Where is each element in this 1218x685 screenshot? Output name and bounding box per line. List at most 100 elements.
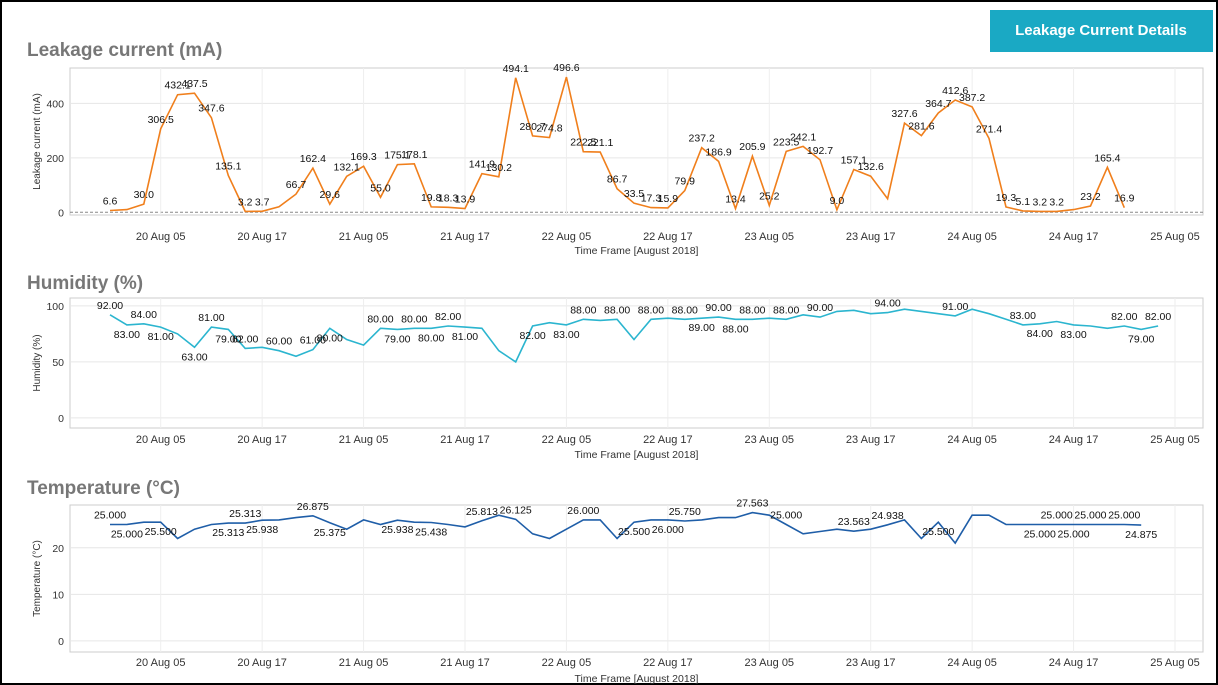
y-tick-label: 200 — [46, 153, 64, 165]
data-label: 135.1 — [215, 161, 241, 173]
data-label: 55.0 — [370, 182, 391, 194]
data-label: 17.3 — [641, 193, 662, 205]
x-tick-label: 20 Aug 17 — [237, 434, 287, 446]
data-label: 19.3 — [996, 192, 1017, 204]
data-label: 281.6 — [908, 121, 934, 133]
x-tick-label: 23 Aug 05 — [745, 657, 795, 669]
data-label: 25.000 — [1024, 529, 1056, 541]
y-axis-title: Leakage current (mA) — [32, 93, 43, 190]
data-label: 3.7 — [255, 196, 270, 208]
data-label: 61.00 — [300, 335, 326, 347]
y-tick-label: 20 — [52, 543, 64, 555]
data-line — [109, 308, 1159, 364]
y-tick-label: 50 — [52, 357, 64, 369]
data-label: 88.00 — [739, 304, 765, 316]
data-label: 178.1 — [401, 149, 427, 161]
data-label: 83.00 — [553, 329, 579, 341]
data-label: 25.000 — [1074, 510, 1106, 522]
data-label: 25.000 — [1108, 510, 1140, 522]
data-label: 81.00 — [452, 331, 478, 343]
button-bg[interactable] — [990, 10, 1213, 52]
data-label: 25.000 — [770, 510, 802, 522]
data-line — [109, 76, 1126, 213]
data-label: 25.500 — [145, 526, 177, 538]
x-tick-label: 20 Aug 17 — [237, 231, 287, 243]
data-label: 25.2 — [759, 190, 780, 202]
data-label: 82.00 — [1145, 311, 1171, 323]
data-label: 327.6 — [891, 108, 917, 120]
x-tick-label: 24 Aug 17 — [1049, 231, 1099, 243]
data-label: 222.5 — [570, 137, 596, 149]
data-label: 130.2 — [486, 162, 512, 174]
x-tick-label: 24 Aug 17 — [1049, 657, 1099, 669]
chart-title: Temperature (°C) — [27, 478, 180, 499]
data-label: 25.438 — [415, 527, 447, 539]
data-label: 79.00 — [1128, 333, 1154, 345]
x-tick-label: 22 Aug 17 — [643, 231, 693, 243]
data-label: 25.938 — [246, 524, 278, 536]
plot-area — [69, 504, 1204, 653]
data-label: 186.9 — [705, 146, 731, 158]
x-tick-label: 21 Aug 05 — [339, 434, 389, 446]
data-label: 81.00 — [148, 331, 174, 343]
data-label: 88.00 — [570, 304, 596, 316]
data-label: 364.7 — [925, 98, 951, 110]
data-label: 412.6 — [942, 85, 968, 97]
data-label: 92.00 — [97, 300, 123, 312]
data-label: 27.563 — [736, 498, 768, 510]
data-label: 83.00 — [1010, 310, 1036, 322]
data-label: 192.7 — [807, 145, 833, 157]
data-label: 25.500 — [618, 526, 650, 538]
data-label: 162.4 — [300, 153, 326, 165]
data-label: 13.4 — [725, 194, 746, 206]
data-label: 274.8 — [536, 122, 562, 134]
y-tick-label: 100 — [46, 301, 64, 313]
data-label: 60.00 — [266, 336, 292, 348]
data-label: 3.2 — [238, 196, 253, 208]
data-label: 3.2 — [1032, 196, 1047, 208]
data-label: 88.00 — [773, 304, 799, 316]
data-label: 91.00 — [942, 301, 968, 313]
data-label: 88.00 — [638, 304, 664, 316]
data-label: 6.6 — [103, 195, 118, 207]
data-label: 26.000 — [567, 505, 599, 517]
x-tick-label: 25 Aug 05 — [1150, 231, 1200, 243]
data-label: 25.000 — [1041, 510, 1073, 522]
data-label: 25.000 — [94, 510, 126, 522]
data-label: 221.1 — [587, 137, 613, 149]
data-label: 29.6 — [320, 189, 341, 201]
x-tick-label: 25 Aug 05 — [1150, 434, 1200, 446]
data-label: 94.00 — [874, 298, 900, 310]
data-label: 237.2 — [689, 133, 715, 145]
data-label: 5.1 — [1016, 196, 1031, 208]
x-tick-label: 23 Aug 17 — [846, 434, 896, 446]
button-label[interactable]: Leakage Current Details — [1015, 22, 1187, 39]
data-label: 25.375 — [314, 527, 346, 539]
data-label: 437.5 — [181, 78, 207, 90]
x-tick-label: 20 Aug 17 — [237, 657, 287, 669]
data-label: 25.938 — [381, 524, 413, 536]
data-label: 84.00 — [1027, 328, 1053, 340]
data-label: 19.8 — [421, 192, 442, 204]
x-tick-label: 24 Aug 05 — [947, 434, 997, 446]
details-button[interactable]: Leakage Current Details — [990, 10, 1213, 52]
data-label: 280.7 — [519, 121, 545, 133]
x-tick-label: 23 Aug 05 — [745, 231, 795, 243]
data-label: 90.00 — [807, 302, 833, 314]
data-label: 83.00 — [1060, 329, 1086, 341]
data-label: 25.750 — [669, 506, 701, 518]
data-label: 15.9 — [658, 193, 679, 205]
x-axis-title: Time Frame [August 2018] — [575, 673, 699, 685]
data-label: 141.9 — [469, 159, 495, 171]
data-label: 79.00 — [215, 333, 241, 345]
x-tick-label: 23 Aug 17 — [846, 657, 896, 669]
data-label: 242.1 — [790, 131, 816, 143]
data-label: 169.3 — [350, 151, 376, 163]
x-tick-label: 22 Aug 05 — [542, 231, 592, 243]
data-label: 81.00 — [198, 312, 224, 324]
data-label: 165.4 — [1094, 152, 1120, 164]
x-axis-title: Time Frame [August 2018] — [575, 449, 699, 461]
data-label: 88.00 — [672, 304, 698, 316]
data-label: 205.9 — [739, 141, 765, 153]
